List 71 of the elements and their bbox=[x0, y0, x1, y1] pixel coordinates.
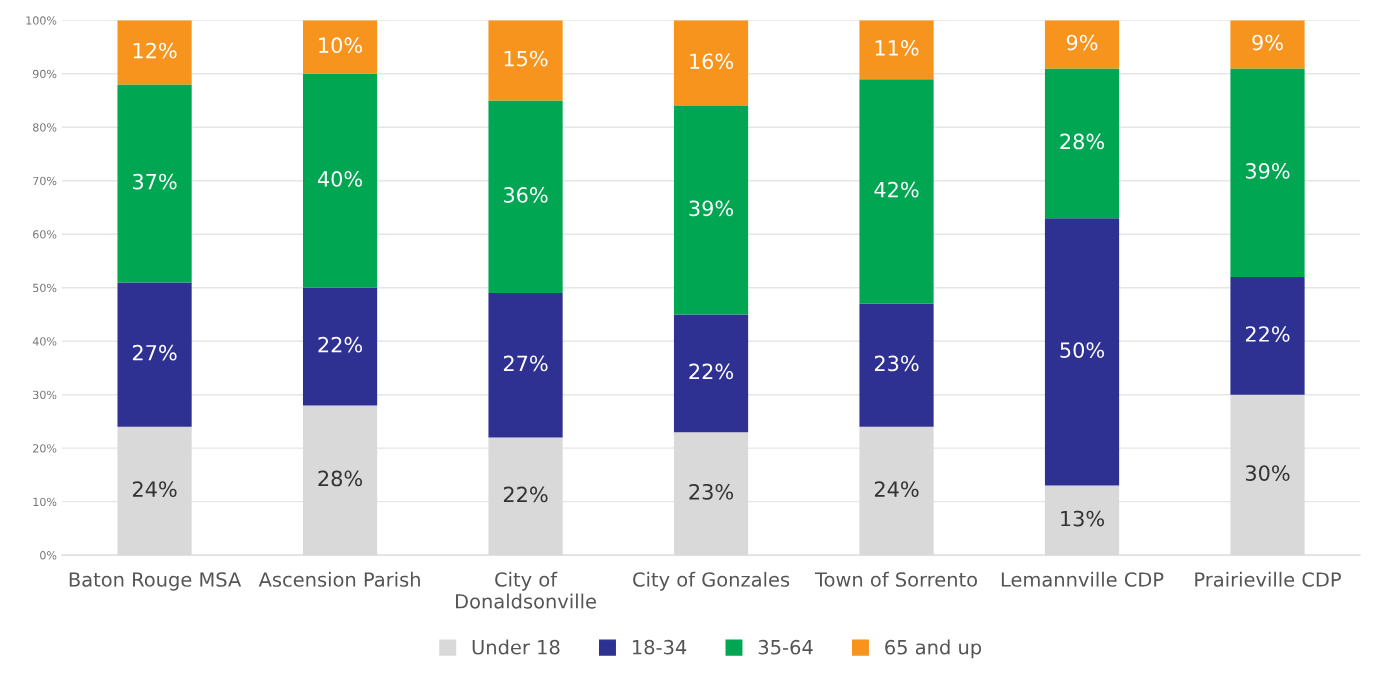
x-tick-label: Ascension Parish bbox=[258, 571, 420, 587]
data-label: 50% bbox=[1060, 342, 1105, 358]
y-tick-label: 0% bbox=[40, 551, 57, 560]
legend-label: 35-64 bbox=[758, 639, 813, 655]
y-tick-label: 60% bbox=[33, 230, 57, 239]
data-label: 40% bbox=[317, 171, 363, 187]
bar bbox=[117, 20, 192, 85]
data-label: 22% bbox=[689, 363, 734, 380]
y-tick-label: 40% bbox=[32, 337, 57, 346]
x-tick-label: City of Donaldsonville bbox=[456, 571, 596, 609]
x-tick-label: Prairieville CDP bbox=[1195, 571, 1341, 587]
bar bbox=[673, 20, 749, 106]
data-label: 23% bbox=[874, 355, 919, 372]
y-tick-label: 80% bbox=[33, 123, 57, 132]
data-label: 30% bbox=[1245, 465, 1290, 481]
y-tick-label: 10% bbox=[33, 497, 57, 507]
data-label: 24% bbox=[132, 481, 177, 498]
data-label: 28% bbox=[318, 470, 363, 487]
x-tick-label: Baton Rouge MSA bbox=[69, 572, 242, 591]
bar bbox=[302, 73, 378, 288]
data-label: 39% bbox=[1245, 163, 1290, 179]
data-label: 15% bbox=[504, 50, 548, 67]
bar bbox=[673, 314, 749, 433]
bar bbox=[302, 20, 378, 74]
data-label: 22% bbox=[318, 336, 363, 353]
data-label: 36% bbox=[503, 187, 548, 203]
bar bbox=[1230, 277, 1305, 395]
legend-label: 65 and up bbox=[885, 639, 982, 659]
data-label: 42% bbox=[874, 181, 919, 198]
bar bbox=[488, 100, 563, 294]
bar bbox=[117, 282, 192, 427]
data-label: 22% bbox=[1245, 326, 1290, 342]
bar bbox=[859, 303, 934, 427]
x-tick-label: City of Gonzales bbox=[633, 571, 790, 591]
bar bbox=[1044, 20, 1120, 69]
data-label: 11% bbox=[875, 40, 919, 56]
bar bbox=[1044, 218, 1120, 486]
y-tick-label: 70% bbox=[33, 176, 57, 186]
data-label: 39% bbox=[689, 200, 734, 217]
data-label: 16% bbox=[690, 53, 734, 70]
legend-label: 18-34 bbox=[632, 639, 687, 655]
y-tick-label: 20% bbox=[33, 444, 57, 453]
x-tick-label: Town of Sorrento bbox=[814, 571, 977, 587]
data-label: 37% bbox=[133, 173, 177, 190]
bar bbox=[859, 20, 934, 80]
data-label: 24% bbox=[874, 481, 919, 498]
data-label: 13% bbox=[1061, 510, 1105, 527]
bar bbox=[117, 84, 192, 283]
bar bbox=[488, 293, 563, 438]
y-tick-label: 30% bbox=[33, 390, 57, 400]
bar bbox=[1044, 68, 1120, 219]
y-tick-label: 100% bbox=[26, 16, 57, 25]
data-label: 27% bbox=[503, 355, 548, 372]
data-label: 9% bbox=[1066, 34, 1098, 51]
data-label: 27% bbox=[132, 344, 177, 361]
data-label: 10% bbox=[319, 37, 363, 54]
bar bbox=[1230, 20, 1305, 69]
data-label: 23% bbox=[689, 483, 734, 500]
x-tick-label: Lemannville CDP bbox=[1001, 571, 1164, 587]
y-tick-label: 50% bbox=[33, 283, 57, 293]
bar bbox=[673, 105, 749, 315]
bar bbox=[488, 20, 563, 101]
data-label: 22% bbox=[503, 486, 548, 503]
bar bbox=[1230, 68, 1305, 278]
legend-label: Under 18 bbox=[472, 639, 560, 655]
y-tick-label: 90% bbox=[32, 69, 57, 79]
bar bbox=[859, 79, 934, 304]
data-label: 12% bbox=[133, 42, 177, 59]
data-label: 28% bbox=[1060, 133, 1105, 150]
data-label: 9% bbox=[1252, 34, 1283, 51]
bar bbox=[302, 287, 378, 406]
